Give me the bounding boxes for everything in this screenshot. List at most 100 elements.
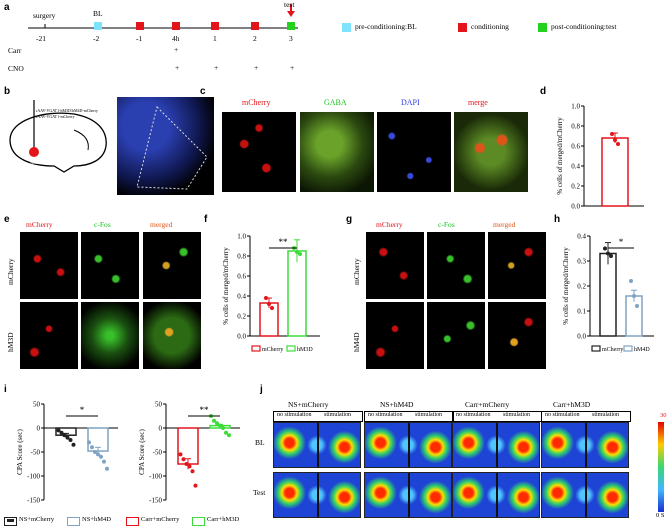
- sig-label: **: [279, 237, 289, 247]
- y-axis-label: CPA Score (sec): [138, 429, 146, 475]
- c-image-merge: [454, 112, 528, 192]
- heatmap-cell: [273, 422, 361, 468]
- y-tick-label: -150: [149, 497, 162, 505]
- y-tick-label: -50: [153, 449, 163, 457]
- carr-plus: +: [174, 45, 179, 54]
- data-point: [603, 246, 607, 251]
- chart-i1: 50 0 -50 -100 -150 CPA Score (sec) *: [16, 401, 118, 505]
- c-image-mcherry: [222, 112, 296, 192]
- j-row-label-test: Test: [253, 488, 266, 497]
- panel-label-e: e: [4, 214, 10, 225]
- panel-label-j: j: [260, 384, 263, 395]
- day-label: 4h: [172, 34, 180, 43]
- category-label: hM4D: [634, 347, 650, 353]
- y-tick-label: 0.4: [577, 233, 586, 241]
- category-label: mCherry: [262, 347, 283, 353]
- legend-swatch-cond: [458, 23, 467, 32]
- no-stim-label: no stimulation: [456, 412, 491, 418]
- g-title-cfos: c-Fos: [438, 220, 455, 229]
- category-label: mCherry: [602, 347, 623, 353]
- data-point: [178, 452, 183, 457]
- y-tick-label: -150: [27, 497, 40, 505]
- y-tick-label: 0.0: [577, 333, 586, 341]
- c-title-mcherry: mCherry: [242, 98, 271, 107]
- data-point: [93, 450, 97, 454]
- y-tick-label: 0.1: [577, 308, 586, 316]
- g-image: [488, 302, 546, 369]
- legend-swatch: [591, 345, 601, 352]
- e-title-mcherry: mCherry: [26, 220, 53, 229]
- day-label: -21: [36, 34, 46, 43]
- day-label: 3: [289, 34, 293, 43]
- cond-marker-1: [136, 22, 144, 30]
- data-point: [298, 252, 302, 256]
- y-tick-label: 0.0: [237, 333, 246, 341]
- day-label: 2: [253, 34, 257, 43]
- no-stim-label: no stimulation: [545, 412, 580, 418]
- j-col-title: Carr+hM3D: [553, 400, 591, 409]
- panel-label-f: f: [204, 214, 208, 225]
- g-image: [427, 232, 485, 299]
- legend-swatch: [251, 345, 261, 352]
- stim-header: no stimulation stimulation: [273, 411, 363, 422]
- y-tick-label: 0.8: [571, 123, 580, 131]
- legend-label-test: post-conditioning:test: [551, 22, 617, 31]
- y-axis-label: % cells of merged/mCherry: [556, 117, 564, 195]
- data-point: [102, 459, 106, 464]
- heatmap-colorbar: [658, 422, 664, 512]
- cno-plus: +: [214, 63, 219, 72]
- cond-marker-2: [172, 22, 180, 30]
- j-row-label-bl: BL: [255, 438, 265, 447]
- category-label: hM3D: [297, 347, 313, 353]
- legend-swatch: [192, 517, 205, 526]
- c-title-dapi: DAPI: [401, 98, 420, 107]
- y-tick-label: 0.4: [237, 293, 246, 301]
- y-tick-label: 0.4: [571, 163, 580, 171]
- colorbar-max: 30: [660, 412, 667, 419]
- data-point: [270, 306, 274, 310]
- timeline: [28, 4, 298, 30]
- stim-label: stimulation: [592, 412, 619, 418]
- e-title-cfos: c-Fos: [94, 220, 111, 229]
- chart-i2: 50 0 -50 -100 -150 CPA Score (sec) **: [138, 401, 240, 505]
- j-col-title: Carr+mCherry: [465, 400, 510, 409]
- y-axis-label: % cells of merged/mCherry: [562, 247, 570, 325]
- stim-header: no stimulation stimulation: [364, 411, 454, 422]
- data-point: [193, 483, 198, 488]
- e-image: [143, 232, 201, 299]
- day-label: -2: [93, 34, 100, 43]
- legend-swatch: [286, 345, 296, 352]
- data-point: [105, 466, 109, 471]
- legend-swatch: [126, 517, 139, 526]
- e-title-merged: merged: [150, 220, 173, 229]
- heatmap-cell: [541, 422, 629, 468]
- y-tick-label: 0: [37, 425, 41, 433]
- g-row-label-hm4d: hM4D: [352, 332, 361, 352]
- bar: [287, 250, 307, 337]
- cno-plus: +: [254, 63, 259, 72]
- label-surgery: surgery: [33, 11, 56, 20]
- c-image-dapi: [377, 112, 451, 192]
- stim-label: stimulation: [324, 412, 351, 418]
- legend-swatch: [67, 517, 80, 526]
- region-label: AIC: [30, 160, 37, 165]
- y-axis-label: % cells of merged/mCherry: [222, 247, 230, 325]
- legend-label: Carr+mCherry: [141, 516, 180, 523]
- bar: [599, 252, 617, 337]
- data-point: [635, 304, 639, 308]
- brain-section-image: [117, 97, 214, 195]
- timeline-legend: pre-conditioning:BL conditioning post-co…: [342, 22, 662, 34]
- legend-label-cond: conditioning: [471, 22, 509, 31]
- data-point: [629, 279, 633, 283]
- data-point: [56, 428, 61, 433]
- g-title-merged: merged: [493, 220, 516, 229]
- c-image-gaba: [300, 112, 374, 192]
- panel-label-i: i: [4, 384, 7, 395]
- heatmap-cell: [273, 472, 361, 518]
- legend-swatch: [623, 345, 633, 352]
- sig-label: *: [619, 237, 624, 247]
- panel-label-b: b: [4, 86, 11, 97]
- y-tick-label: 0.0: [571, 203, 580, 211]
- no-stim-label: no stimulation: [368, 412, 403, 418]
- chart-d: 0.0 0.2 0.4 0.6 0.8 1.0 % cells of merged/mChe…: [556, 103, 644, 211]
